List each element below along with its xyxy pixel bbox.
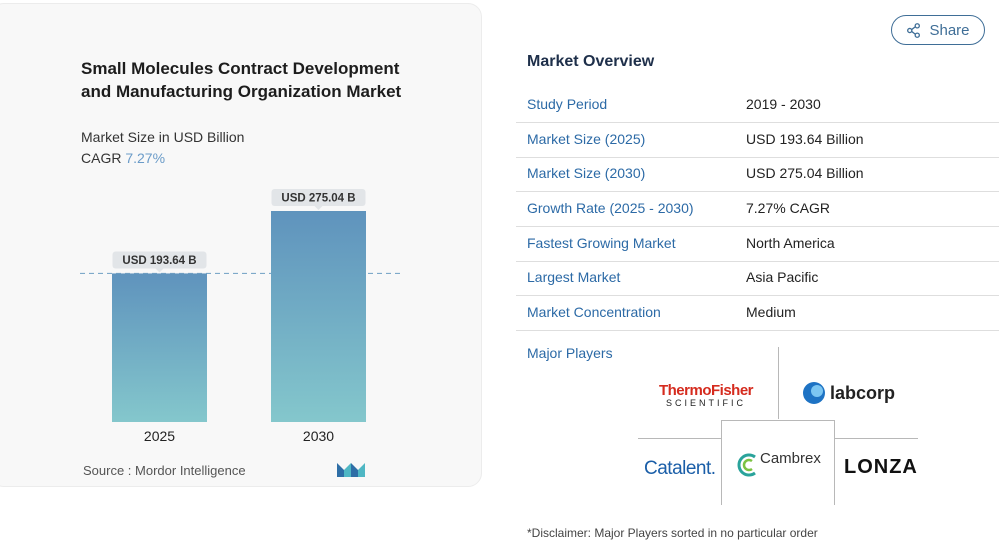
cagr-line: CAGR 7.27% [81, 150, 165, 166]
data-label-bg [112, 251, 207, 269]
share-label: Share [929, 21, 970, 39]
overview-value: USD 275.04 Billion [746, 165, 864, 181]
major-players-label: Major Players [527, 345, 613, 361]
divider [638, 438, 721, 439]
share-button[interactable]: Share [891, 15, 985, 45]
overview-row: Fastest Growing Market North America [516, 227, 999, 262]
overview-value: 7.27% CAGR [746, 200, 831, 216]
overview-key: Fastest Growing Market [527, 235, 676, 251]
lonza-logo: LONZA [844, 456, 918, 478]
overview-value: Asia Pacific [746, 269, 819, 285]
chart-subtitle: Market Size in USD Billion [81, 129, 245, 145]
x-tick-label: 2030 [303, 428, 334, 444]
overview-key: Largest Market [527, 269, 621, 285]
cagr-value: 7.27% [125, 150, 166, 166]
disclaimer-text: *Disclaimer: Major Players sorted in no … [527, 526, 818, 540]
overview-row: Market Size (2025) USD 193.64 Billion [516, 123, 999, 158]
overview-row: Study Period 2019 - 2030 [516, 88, 999, 123]
divider [835, 438, 918, 439]
overview-row: Largest Market Asia Pacific [516, 261, 999, 296]
data-label: USD 193.64 B [122, 255, 196, 267]
bar-chart: USD 193.64 B 2025 USD 275.04 B 2030 [80, 189, 400, 444]
overview-value: 2019 - 2030 [746, 96, 821, 112]
overview-key: Market Size (2030) [527, 165, 646, 181]
players-center-box [721, 420, 835, 505]
divider [778, 347, 779, 419]
labcorp-mark-icon [803, 382, 825, 404]
market-overview-title: Market Overview [527, 53, 655, 70]
overview-value: USD 193.64 Billion [746, 131, 864, 147]
share-icon [907, 22, 921, 38]
overview-row: Market Concentration Medium [516, 296, 999, 331]
chart-card [0, 3, 482, 487]
catalent-logo: Catalent. [644, 458, 716, 479]
chart-title: Small Molecules Contract Development and… [81, 59, 402, 101]
labcorp-logo: labcorp [802, 381, 895, 405]
bar-2025 [112, 273, 207, 422]
thermofisher-logo: ThermoFisher SCIENTIFIC [658, 382, 754, 408]
overview-row: Market Size (2030) USD 275.04 Billion [516, 157, 999, 192]
overview-value: North America [746, 235, 835, 251]
overview-key: Market Concentration [527, 304, 661, 320]
source-text: Source : Mordor Intelligence [83, 463, 246, 478]
cambrex-mark-icon [737, 453, 756, 477]
overview-key: Market Size (2025) [527, 131, 646, 147]
data-label: USD 275.04 B [281, 193, 355, 205]
data-label-bg [271, 189, 366, 206]
data-label-pointer [155, 268, 164, 273]
x-tick-label: 2025 [144, 428, 175, 444]
overview-key: Study Period [527, 96, 608, 112]
cambrex-logo: Cambrex [737, 450, 821, 477]
bar-2030 [271, 211, 366, 422]
overview-key: Growth Rate (2025 - 2030) [527, 200, 694, 216]
cagr-label: CAGR [81, 150, 122, 166]
data-label-pointer [314, 206, 323, 210]
mordor-logo-icon [337, 463, 365, 477]
overview-value: Medium [746, 304, 796, 320]
overview-row: Growth Rate (2025 - 2030) 7.27% CAGR [516, 192, 999, 227]
